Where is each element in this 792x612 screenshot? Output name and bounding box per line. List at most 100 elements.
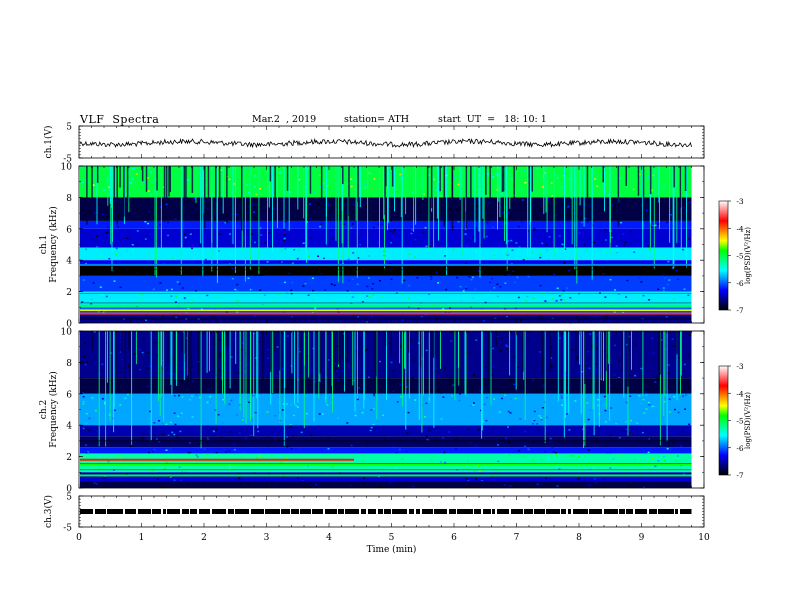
spectrogram-speckle [520, 358, 523, 360]
spectrogram-speckle [475, 445, 478, 447]
spectrogram-speckle [189, 174, 192, 176]
spectrogram-speckle [556, 485, 559, 487]
spectrogram-speckle [361, 411, 364, 414]
spectrogram-speckle [474, 288, 477, 290]
sferic-streak [272, 166, 273, 252]
spectrogram-speckle [297, 448, 300, 450]
spectrogram-speckle [102, 341, 105, 344]
spectrogram-speckle [522, 259, 525, 261]
spectrogram-speckle [663, 459, 666, 462]
spectrogram-speckle [129, 445, 132, 448]
spectrogram-speckle [526, 295, 529, 298]
spectrogram-speckle [518, 450, 521, 452]
spectrogram-speckle [607, 319, 610, 322]
spectrogram-speckle [280, 391, 283, 393]
spectrogram-speckle [666, 283, 669, 286]
spectrogram-speckle [678, 382, 681, 384]
spectrogram-speckle [462, 290, 465, 292]
spectrogram-speckle [662, 287, 665, 289]
dark-gap [586, 166, 589, 223]
spectrogram-speckle [516, 383, 519, 386]
spectrogram-speckle [399, 396, 402, 398]
spectrogram-speckle [173, 479, 176, 481]
spectrogram-speckle [645, 391, 647, 393]
spectrogram-speckle [636, 422, 639, 424]
spectrogram-speckle [389, 340, 392, 343]
spectrogram-speckle [356, 398, 359, 401]
spectrogram-speckle [480, 244, 482, 246]
colorbar-tick-label: -6 [736, 279, 744, 288]
spectrogram-speckle [279, 268, 282, 270]
sferic-streak [222, 331, 223, 394]
dark-gap [531, 166, 533, 192]
spectrogram-speckle [422, 219, 425, 221]
spectrogram-speckle [255, 274, 257, 277]
spectrogram-speckle [628, 482, 631, 484]
spectrogram-speckle [332, 423, 335, 425]
spectrogram-speckle [259, 227, 262, 230]
sferic-streak [680, 331, 681, 395]
spectrogram-speckle [594, 315, 597, 318]
spectrogram-speckle [183, 233, 186, 235]
spectrogram-speckle [414, 399, 417, 401]
dark-gap [204, 166, 206, 229]
spectrogram-speckle [458, 399, 461, 402]
sferic-streak [109, 166, 111, 204]
spectrogram-speckle [603, 395, 606, 398]
spectrogram-speckle [457, 248, 460, 251]
dark-gap [300, 331, 302, 381]
spectrogram-speckle [645, 388, 648, 391]
spectrogram-speckle [295, 449, 298, 451]
spectrogram-speckle [396, 301, 399, 304]
spectrogram-speckle [145, 319, 147, 321]
spectrogram-speckle [320, 391, 323, 393]
spectrogram-speckle [179, 430, 182, 433]
spectrogram-speckle [307, 294, 310, 296]
ch3-segment [300, 509, 311, 514]
spectrogram-speckle [668, 444, 671, 446]
spectrogram-speckle [451, 300, 454, 302]
spectrogram-speckle [331, 237, 334, 240]
spectrogram-speckle [489, 281, 492, 284]
spectrogram-speckle [629, 444, 632, 446]
spectrogram-speckle [647, 401, 650, 404]
spectrogram-speckle [443, 367, 446, 369]
spectrogram-speckle [401, 458, 404, 460]
spectrogram-speckle [539, 315, 542, 318]
spectrogram-speckle [519, 319, 522, 321]
sferic-streak [96, 166, 98, 225]
spectrogram-speckle [470, 306, 472, 308]
date-label: Mar.2 , 2019 [252, 114, 317, 125]
spectrogram-speckle [533, 229, 536, 231]
spectrogram-speckle [366, 348, 369, 351]
spectrogram-speckle [196, 348, 199, 351]
dark-gap [278, 331, 281, 371]
y-tick-label: 4 [66, 257, 72, 267]
sferic-streak [509, 166, 511, 209]
spectrogram-speckle [355, 351, 358, 353]
spectrogram-speckle [672, 345, 675, 347]
spectrogram-speckle [327, 437, 330, 439]
spectrogram-speckle [473, 470, 476, 472]
dark-gap [183, 166, 186, 205]
spectrogram-speckle [91, 397, 94, 399]
spectrogram-speckle [630, 419, 632, 422]
dark-gap [215, 166, 217, 203]
spectrogram-speckle [609, 339, 612, 341]
spectrogram-speckle [475, 478, 477, 480]
sferic-streak [183, 331, 185, 381]
spectrogram-speckle [411, 229, 414, 231]
spectrogram-speckle [135, 173, 138, 175]
spectrogram-speckle [618, 177, 621, 179]
spectrogram-speckle [228, 403, 231, 405]
spectrogram-speckle [117, 185, 120, 188]
spectrogram-speckle [356, 401, 359, 404]
spectrogram-speckle [250, 419, 253, 422]
spectrogram-speckle [246, 402, 249, 405]
spectrogram-speckle [159, 206, 162, 208]
spectrogram-speckle [561, 333, 564, 335]
spectrogram-speckle [153, 422, 156, 424]
station-label: station= ATH [344, 114, 409, 125]
spectrogram-speckle [366, 295, 368, 297]
sferic-streak [686, 166, 687, 268]
